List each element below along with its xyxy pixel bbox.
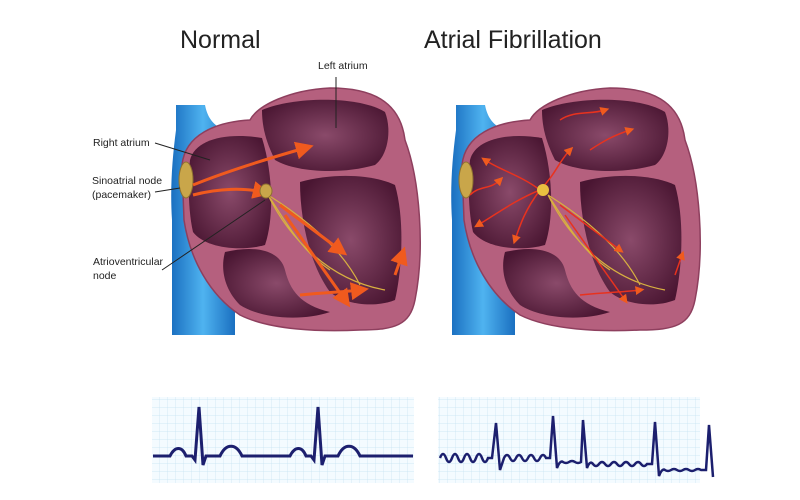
afib-heart	[450, 87, 701, 336]
normal-conduction-arrows	[192, 141, 408, 308]
label-sa-node: Sinoatrial node	[92, 175, 163, 187]
label-av-node-2: node	[93, 270, 117, 282]
ecg-normal-trace	[153, 406, 413, 466]
av-node	[259, 183, 273, 199]
label-sa-node-pacemaker: (pacemaker)	[92, 189, 151, 201]
label-right-atrium: Right atrium	[93, 137, 150, 149]
ecg-normal-grid	[152, 397, 414, 483]
title-normal: Normal	[180, 26, 261, 54]
label-pointers	[154, 77, 337, 271]
av-node-afib	[537, 184, 549, 196]
normal-heart	[170, 87, 421, 336]
ecg-afib-trace	[438, 415, 715, 478]
label-av-node: Atrioventricular	[93, 256, 164, 268]
label-left-atrium: Left atrium	[318, 60, 368, 72]
title-atrial-fibrillation: Atrial Fibrillation	[424, 26, 602, 54]
afib-chaotic-arrows	[469, 107, 685, 304]
